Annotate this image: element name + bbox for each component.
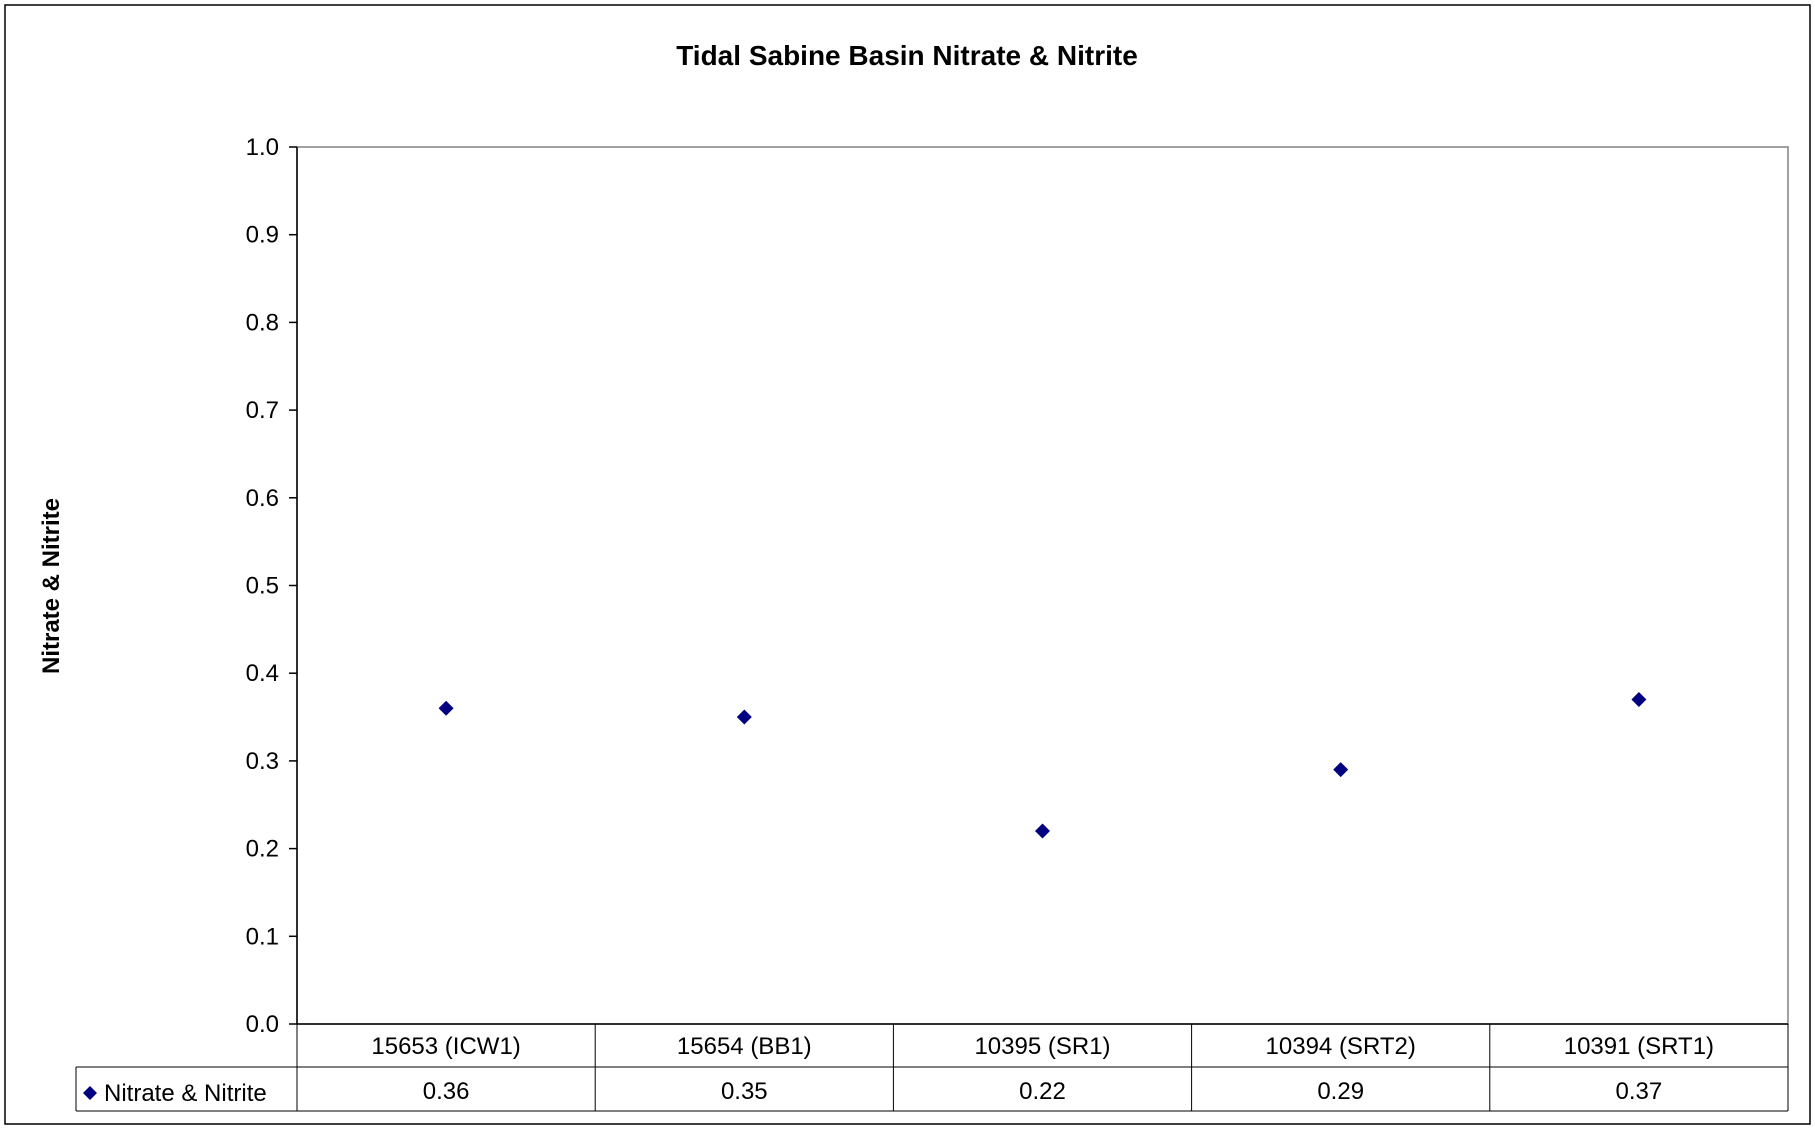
data-point-diamond [736, 709, 752, 725]
legend-diamond-icon [83, 1086, 97, 1100]
y-tick-label: 1.0 [246, 134, 279, 161]
data-point-diamond [1333, 762, 1349, 778]
y-tick-label: 0.5 [246, 573, 279, 600]
data-table: 15653 (ICW1) 15654 (BB1) 10395 (SR1) 10394 … [75, 1023, 1789, 1112]
y-tick-label: 0.6 [246, 485, 279, 512]
x-category-label: 15654 (BB1) [677, 1033, 812, 1060]
y-tick-label: 0.2 [246, 836, 279, 863]
y-axis: 0.0 0.1 0.2 0.3 0.4 0.5 0.6 0.7 0.8 0.9 1.0 [246, 134, 298, 1038]
data-point-diamond [1035, 823, 1050, 839]
y-tick-label: 0.8 [246, 309, 279, 336]
plot-area [296, 146, 1789, 1025]
y-axis-label: Nitrate & Nitrite [38, 498, 65, 674]
x-category-label: 10391 (SRT1) [1564, 1033, 1714, 1060]
data-table-value: 0.35 [721, 1078, 768, 1105]
data-point-diamond [438, 700, 454, 716]
series-points [438, 692, 1647, 839]
y-tick-label: 0.9 [246, 222, 279, 249]
x-category-label: 15653 (ICW1) [371, 1033, 520, 1060]
y-tick-label: 0.4 [246, 660, 279, 687]
data-point-diamond [1631, 692, 1647, 708]
chart-title: Tidal Sabine Basin Nitrate & Nitrite [676, 40, 1138, 71]
legend-label: Nitrate & Nitrite [104, 1080, 267, 1107]
x-category-label: 10394 (SRT2) [1266, 1033, 1416, 1060]
y-tick-label: 0.1 [246, 923, 279, 950]
data-table-value: 0.29 [1317, 1078, 1364, 1105]
data-table-value: 0.36 [423, 1078, 470, 1105]
y-tick-label: 0.7 [246, 397, 279, 424]
y-tick-label: 0.3 [246, 748, 279, 775]
y-tick-label: 0.0 [246, 1011, 279, 1038]
x-category-label: 10395 (SR1) [974, 1033, 1110, 1060]
data-table-value: 0.37 [1616, 1078, 1663, 1105]
data-table-value: 0.22 [1019, 1078, 1066, 1105]
